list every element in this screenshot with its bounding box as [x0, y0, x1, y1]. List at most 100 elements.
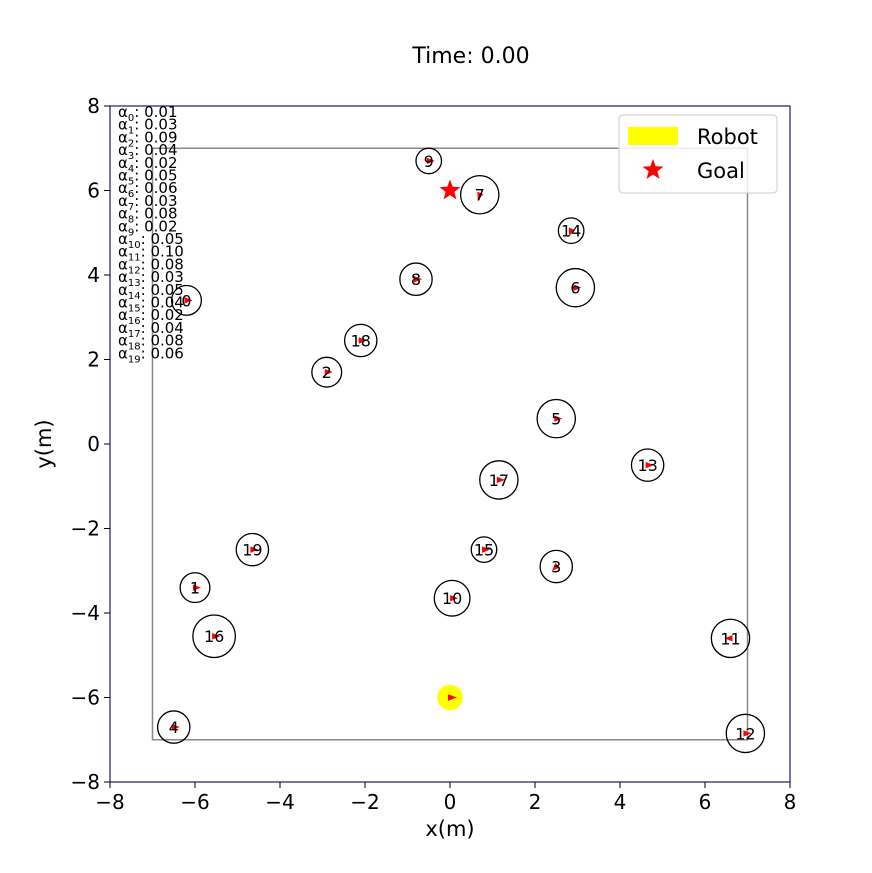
human-label: 15 [474, 541, 494, 560]
human-heading-arrow [426, 157, 435, 165]
y-tick-label: −2 [71, 517, 100, 541]
legend-goal-label: Goal [697, 159, 745, 183]
alpha-annotation: α2: 0.09 [118, 128, 178, 149]
x-tick-label: −4 [265, 790, 294, 814]
legend: Robot Goal [618, 114, 778, 194]
legend-robot-label: Robot [697, 125, 758, 149]
y-tick-label: 4 [87, 263, 100, 287]
alpha-annotation: α16: 0.02 [118, 306, 184, 327]
human-circle [479, 460, 519, 500]
human-label: 13 [637, 456, 657, 475]
x-tick-label: 6 [699, 790, 712, 814]
alpha-annotation: α17: 0.04 [118, 319, 184, 340]
boundary-layer [151, 147, 749, 741]
human-heading-arrow [324, 368, 333, 376]
human-heading-arrow [477, 191, 484, 201]
robot-layer [437, 179, 463, 711]
alpha-annotation: α0: 0.01 [118, 103, 178, 124]
human-circle [555, 267, 596, 308]
human-heading-arrow [554, 415, 563, 422]
alpha-annotation: α7: 0.03 [118, 192, 178, 213]
alpha-annotation: α5: 0.05 [118, 167, 178, 188]
human-label: 9 [424, 152, 434, 171]
human-heading-arrow [250, 546, 259, 553]
human-heading-arrow [724, 635, 733, 642]
human-heading-arrow [358, 337, 367, 344]
alpha-annotation: α19: 0.06 [118, 344, 184, 365]
human-circle [459, 174, 500, 215]
human-label: 14 [561, 222, 581, 241]
human-circle [470, 536, 498, 564]
alpha-annotation: α3: 0.04 [118, 141, 178, 162]
legend-robot-swatch [628, 127, 678, 145]
human-label: 17 [489, 471, 509, 490]
legend-goal-swatch [642, 159, 664, 179]
human-label: 6 [570, 279, 580, 298]
human-heading-arrow [450, 595, 459, 602]
human-circle [343, 323, 378, 358]
human-label: 7 [475, 186, 485, 205]
x-tick-label: −2 [350, 790, 379, 814]
human-circle [710, 618, 751, 659]
x-tick-label: 8 [784, 790, 797, 814]
human-circle [539, 549, 574, 584]
human-circle [399, 262, 433, 297]
human-circle [433, 579, 471, 617]
alpha-annotation: α1: 0.03 [118, 116, 178, 137]
alpha-annotation: α11: 0.10 [118, 243, 184, 264]
alpha-annotation: α10: 0.05 [118, 230, 184, 251]
human-label: 4 [169, 718, 179, 737]
y-axis-label: y(m) [32, 419, 56, 468]
human-heading-arrow [482, 546, 490, 553]
axis-ticks: −8 −6 −4 −2 0 2 4 6 8 −8 −6 −4 −2 0 2 4 6 8 [71, 94, 797, 814]
human-label: 18 [351, 331, 371, 350]
human-label: 12 [735, 724, 755, 743]
alpha-annotation: α6: 0.06 [118, 179, 178, 200]
human-label: 16 [204, 627, 224, 646]
human-circle [415, 147, 443, 175]
human-label: 0 [181, 291, 191, 310]
alpha-annotation: α9: 0.02 [118, 217, 178, 238]
human-circle [725, 713, 766, 754]
human-heading-arrow [184, 297, 193, 304]
plot-area [109, 105, 791, 783]
goal-marker [439, 179, 461, 200]
alpha-annotation: α13: 0.03 [118, 268, 184, 289]
human-label: 2 [322, 363, 332, 382]
alpha-annotation: α18: 0.08 [118, 332, 184, 353]
x-tick-label: −6 [180, 790, 209, 814]
human-circle [192, 614, 237, 659]
human-label: 8 [411, 270, 421, 289]
human-heading-arrow [193, 584, 201, 591]
alpha-annotation: α8: 0.08 [118, 205, 178, 226]
human-circle [170, 284, 203, 316]
chart-title: Time: 0.00 [411, 44, 529, 69]
robot-heading-arrow [448, 694, 457, 701]
x-axis-label: x(m) [425, 817, 474, 841]
human-heading-arrow [414, 276, 422, 283]
x-tick-label: 4 [614, 790, 627, 814]
human-label: 1 [190, 579, 200, 598]
y-tick-label: 2 [87, 348, 100, 372]
human-heading-arrow [212, 633, 221, 640]
human-circle [630, 448, 665, 482]
x-tick-label: 2 [529, 790, 542, 814]
human-label: 11 [720, 629, 740, 648]
x-tick-label: −8 [95, 790, 124, 814]
x-tick-label: 0 [444, 790, 457, 814]
human-heading-arrow [496, 476, 505, 484]
y-tick-label: −8 [71, 770, 100, 794]
y-tick-label: −4 [71, 601, 100, 625]
human-label: 5 [551, 410, 561, 429]
y-tick-label: 6 [87, 179, 100, 203]
y-tick-label: 8 [87, 94, 100, 118]
human-heading-arrow [645, 461, 654, 469]
human-circle [536, 398, 577, 439]
human-label: 3 [551, 558, 561, 577]
human-heading-arrow [743, 730, 752, 737]
y-tick-label: −6 [71, 686, 100, 710]
human-circle [156, 710, 191, 744]
